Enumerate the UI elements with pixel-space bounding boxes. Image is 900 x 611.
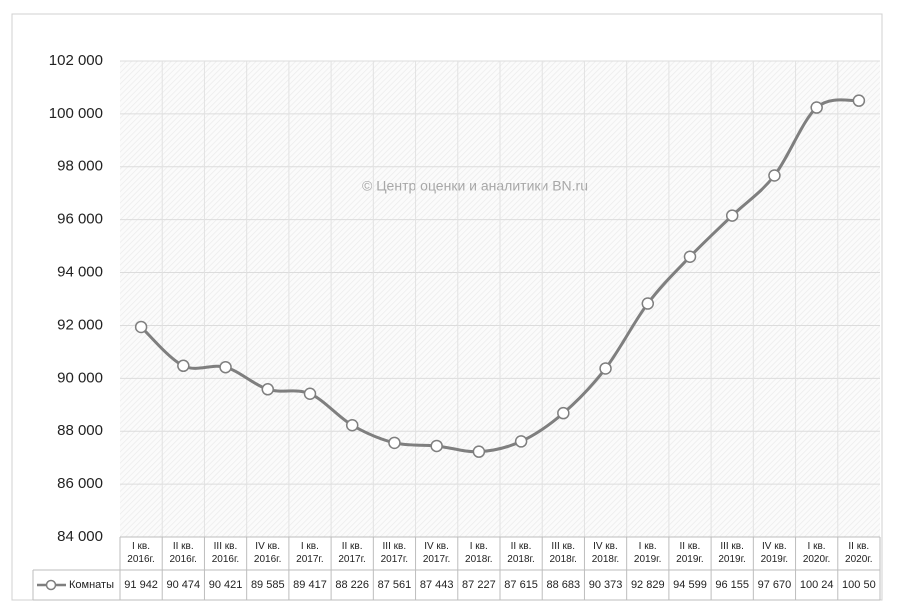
- value-label: 90 421: [209, 579, 243, 591]
- y-tick-label: 102 000: [49, 52, 103, 69]
- watermark: © Центр оценки и аналитики BN.ru: [362, 178, 588, 194]
- value-label: 97 670: [758, 579, 792, 591]
- value-label: 90 474: [167, 579, 201, 591]
- value-label: 87 227: [462, 579, 496, 591]
- x-tick-label: III кв. 2016г.: [211, 541, 240, 565]
- value-label: 89 417: [293, 579, 327, 591]
- value-label: 89 585: [251, 579, 285, 591]
- value-label: 94 599: [673, 579, 707, 591]
- x-tick-label: IV кв. 2018г.: [591, 541, 620, 565]
- y-tick-label: 100 000: [49, 105, 103, 122]
- point: [852, 94, 866, 107]
- point: [261, 383, 275, 396]
- y-tick-label: 92 000: [57, 316, 103, 333]
- y-tick-label: 94 000: [57, 264, 103, 281]
- point: [388, 436, 401, 450]
- x-tick-label: II кв. 2018г.: [507, 541, 535, 565]
- x-tick-label: I кв. 2018г.: [465, 541, 493, 565]
- x-tick-label: II кв. 2020г.: [845, 541, 873, 565]
- point: [641, 297, 655, 310]
- point: [725, 209, 739, 222]
- x-tick-label: II кв. 2019г.: [676, 541, 704, 565]
- point: [683, 250, 697, 263]
- x-tick-label: II кв. 2017г.: [338, 541, 366, 565]
- point: [768, 169, 781, 182]
- value-label: 96 155: [715, 579, 749, 591]
- value-label: 87 615: [504, 579, 538, 591]
- x-tick-label: I кв. 2016г.: [127, 541, 155, 565]
- x-tick-label: IV кв. 2019г.: [760, 541, 789, 565]
- point: [303, 387, 317, 401]
- y-tick-label: 86 000: [57, 475, 103, 492]
- value-label: 90 373: [589, 579, 623, 591]
- value-label: 88 683: [547, 579, 581, 591]
- x-tick-label: III кв. 2017г.: [380, 541, 409, 565]
- value-label: 88 226: [335, 579, 369, 591]
- y-tick-label: 96 000: [57, 211, 103, 228]
- point: [514, 435, 528, 448]
- y-tick-label: 84 000: [57, 528, 103, 545]
- x-tick-label: II кв. 2016г.: [169, 541, 197, 565]
- value-label: 100 50: [842, 579, 876, 591]
- point: [134, 320, 148, 334]
- x-tick-label: III кв. 2018г.: [549, 541, 577, 565]
- point: [472, 445, 486, 458]
- value-label: 91 942: [124, 579, 158, 591]
- point: [810, 101, 823, 114]
- point: [219, 360, 232, 374]
- point: [557, 406, 570, 420]
- x-tick-label: IV кв. 2017г.: [422, 541, 451, 565]
- value-label: 92 829: [631, 579, 665, 591]
- point: [599, 362, 612, 375]
- y-tick-label: 88 000: [57, 422, 103, 439]
- point: [430, 439, 443, 453]
- x-tick-label: I кв. 2017г.: [296, 541, 324, 565]
- value-label: 87 443: [420, 579, 454, 591]
- x-tick-label: IV кв. 2016г.: [253, 541, 282, 565]
- point: [345, 418, 359, 432]
- legend-label: Комнаты: [69, 579, 114, 591]
- value-label: 87 561: [378, 579, 412, 591]
- value-label: 100 24: [800, 579, 834, 591]
- point: [177, 359, 190, 373]
- x-tick-label: I кв. 2020г.: [802, 541, 831, 565]
- y-tick-label: 90 000: [57, 369, 103, 386]
- x-tick-label: I кв. 2019г.: [633, 541, 662, 565]
- x-tick-label: III кв. 2019г.: [718, 541, 746, 565]
- y-tick-label: 98 000: [57, 158, 103, 175]
- legend-marker: [45, 579, 57, 591]
